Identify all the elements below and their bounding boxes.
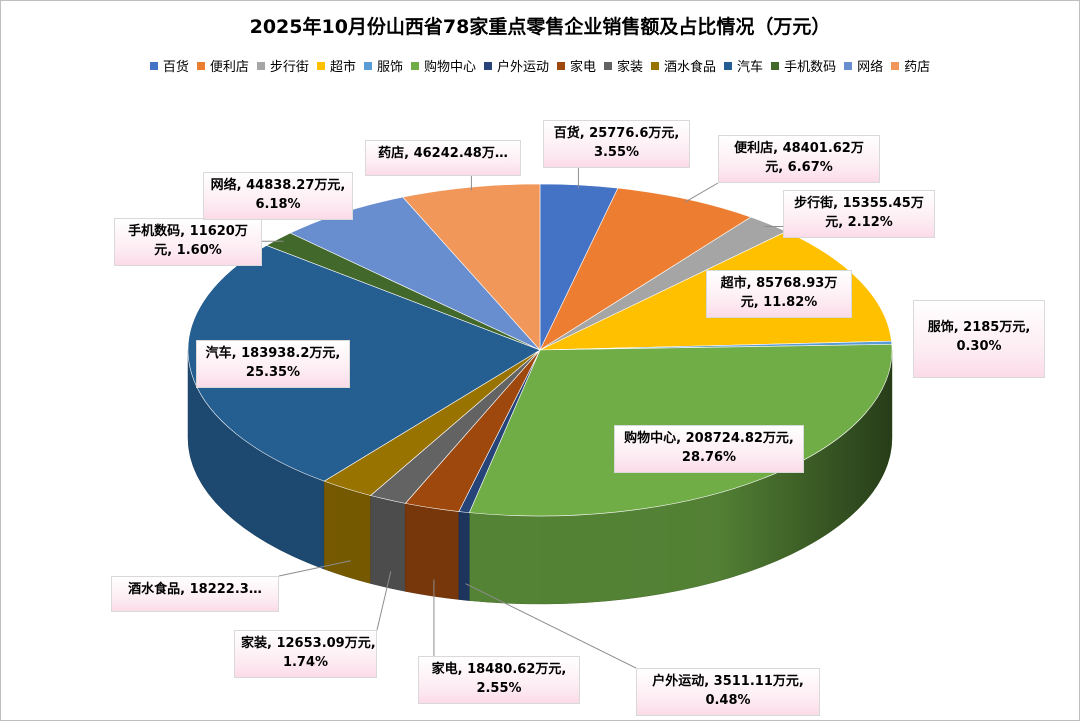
data-label-line2: 0.48%	[705, 693, 751, 708]
legend-swatch	[149, 62, 158, 70]
data-label-line1: 酒水食品, 18222.3…	[128, 582, 262, 597]
legend-item: 家装	[604, 56, 643, 75]
legend-label: 网络	[857, 60, 884, 75]
data-label-line1: 户外运动, 3511.11万元,	[652, 674, 804, 689]
data-label-步行街: 步行街, 15355.45万 元, 2.12%	[783, 190, 935, 238]
data-label-line2: 元, 6.67%	[765, 160, 833, 175]
legend-item: 购物中心	[410, 56, 476, 75]
legend-label: 手机数码	[784, 60, 837, 75]
data-label-line2: 28.76%	[681, 450, 737, 465]
legend-swatch	[891, 62, 900, 70]
legend-item: 药店	[891, 56, 930, 75]
legend-item: 百货	[149, 56, 189, 75]
data-label-line1: 购物中心, 208724.82万元,	[624, 431, 794, 446]
data-label-line2: 元, 11.82%	[740, 295, 818, 310]
legend-item: 户外运动	[483, 56, 549, 75]
pie-slice-汽车	[187, 245, 541, 482]
legend-item: 手机数码	[771, 56, 836, 75]
data-label-便利店: 便利店, 48401.62万 元, 6.67%	[718, 135, 880, 183]
pie-slice-药店	[402, 183, 541, 351]
legend-swatch	[604, 62, 613, 70]
legend-item: 网络	[844, 56, 883, 75]
data-label-药店: 药店, 46242.48万…	[365, 140, 521, 176]
data-label-百货: 百货, 25776.6万元, 3.55%	[543, 120, 690, 168]
legend-item: 便利店	[196, 56, 249, 75]
data-label-line1: 家电, 18480.62万元,	[431, 662, 567, 677]
leader-line-户外运动	[465, 583, 637, 669]
legend-swatch	[316, 62, 325, 70]
data-label-line2: 元, 2.12%	[825, 215, 893, 230]
data-label-line1: 手机数码, 11620万	[128, 224, 248, 239]
pie-slice-便利店	[539, 187, 752, 351]
legend-swatch	[256, 62, 265, 70]
data-label-网络: 网络, 44838.27万元, 6.18%	[203, 172, 353, 220]
legend-label: 步行街	[269, 60, 309, 75]
data-label-户外运动: 户外运动, 3511.11万元, 0.48%	[636, 668, 820, 716]
pie-side-shading	[188, 350, 892, 604]
legend-item: 酒水食品	[651, 56, 716, 75]
data-label-家装: 家装, 12653.09万元, 1.74%	[234, 630, 377, 678]
legend-label: 便利店	[209, 60, 249, 75]
data-label-line1: 步行街, 15355.45万	[794, 196, 924, 211]
leader-line-酒水食品	[278, 560, 351, 577]
legend-label: 家电	[570, 60, 597, 75]
leader-line-家装	[376, 571, 392, 631]
data-label-line1: 汽车, 183938.2万元,	[205, 346, 341, 361]
data-label-line2: 3.55%	[593, 145, 640, 160]
legend-item: 步行街	[256, 56, 309, 75]
legend-swatch	[363, 62, 372, 70]
data-label-line2: 1.74%	[282, 655, 329, 670]
data-label-line2: 6.18%	[255, 197, 301, 212]
legend-item: 超市	[316, 56, 356, 75]
data-label-line1: 网络, 44838.27万元,	[210, 178, 346, 193]
data-label-line2: 0.30%	[956, 339, 1002, 354]
data-label-超市: 超市, 85768.93万 元, 11.82%	[706, 270, 852, 318]
leader-line-便利店	[684, 182, 719, 203]
legend-label: 汽车	[737, 60, 764, 75]
data-label-line1: 超市, 85768.93万	[720, 276, 838, 291]
data-label-购物中心: 购物中心, 208724.82万元, 28.76%	[614, 425, 804, 473]
chart-title: 2025年10月份山西省78家重点零售企业销售额及占比情况（万元）	[249, 16, 831, 38]
legend-label: 服饰	[376, 60, 403, 75]
data-label-服饰: 服饰, 2185万元, 0.30%	[913, 300, 1045, 378]
legend-swatch	[844, 62, 853, 70]
data-label-line2: 元, 1.60%	[154, 243, 222, 258]
legend-label: 购物中心	[423, 60, 476, 75]
data-label-line2: 25.35%	[245, 365, 301, 380]
data-label-line1: 便利店, 48401.62万	[734, 141, 864, 156]
data-label-line1: 服饰, 2185万元,	[927, 320, 1031, 335]
legend-label: 酒水食品	[664, 60, 717, 75]
legend-swatch	[410, 62, 419, 70]
legend-label: 超市	[329, 60, 356, 75]
legend-label: 药店	[904, 60, 931, 75]
data-label-家电: 家电, 18480.62万元, 2.55%	[418, 656, 580, 704]
data-label-line1: 家装, 12653.09万元,	[241, 636, 376, 651]
legend-swatch	[771, 62, 780, 70]
legend-swatch	[196, 62, 205, 70]
legend-swatch	[724, 62, 733, 70]
data-label-line1: 百货, 25776.6万元,	[553, 126, 680, 141]
legend-label: 户外运动	[496, 60, 549, 75]
data-label-手机数码: 手机数码, 11620万 元, 1.60%	[114, 218, 262, 266]
legend-swatch	[651, 62, 660, 70]
legend-item: 汽车	[724, 56, 763, 75]
legend-item: 服饰	[363, 56, 403, 75]
legend-label: 家装	[617, 60, 644, 75]
data-label-line1: 药店, 46242.48万…	[378, 146, 508, 161]
legend-swatch	[557, 62, 565, 70]
data-label-汽车: 汽车, 183938.2万元, 25.35%	[196, 340, 350, 388]
legend-item: 家电	[557, 56, 596, 75]
legend: 百货 便利店 步行街 超市 服饰 购物中心 户外运动 家电 家装 酒水食品 汽车 手机数码 网络 药店	[0, 56, 1080, 75]
legend-swatch	[483, 62, 492, 70]
data-label-line2: 2.55%	[476, 681, 522, 696]
data-label-酒水食品: 酒水食品, 18222.3…	[111, 576, 279, 612]
legend-label: 百货	[162, 60, 189, 75]
